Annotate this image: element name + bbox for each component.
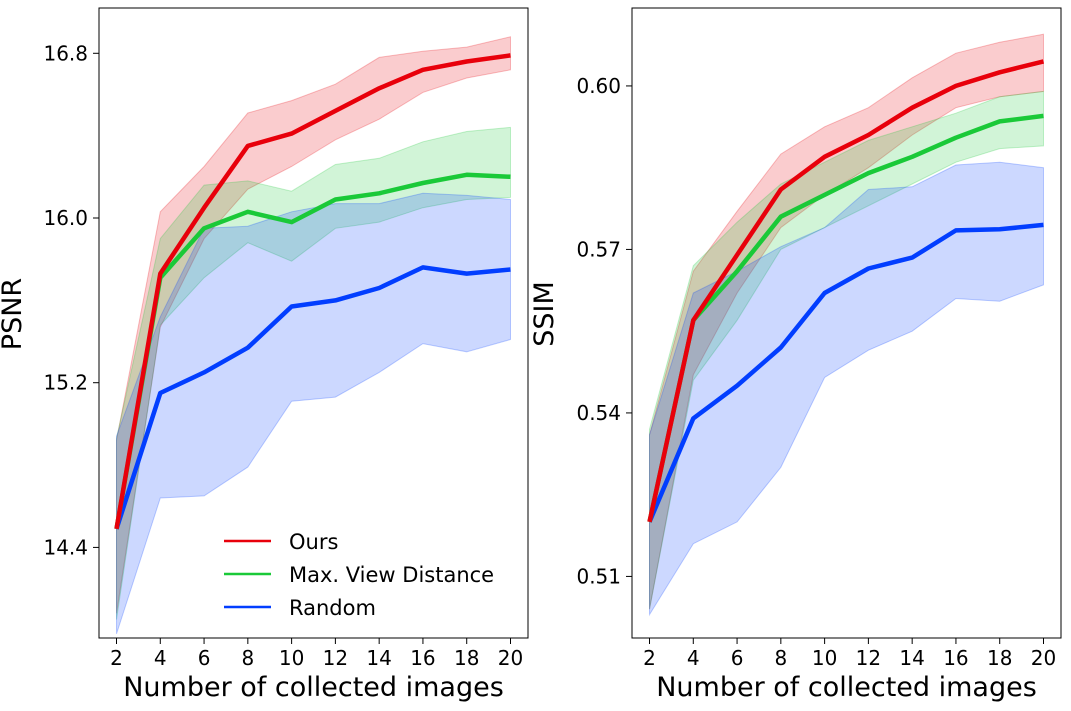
ssim-plot-frame — [631, 7, 1062, 639]
psnr-band-max-view-distance — [116, 126, 511, 620]
ssim-x-tick-label: 18 — [987, 646, 1012, 670]
psnr-y-axis-label: PSNR — [0, 278, 28, 350]
ssim-y-tick-label: 0.54 — [576, 401, 621, 425]
ssim-series-lines — [647, 59, 1045, 523]
psnr-series-lines — [114, 53, 511, 530]
psnr-ticks: 2 4 6 8 10 12 14 16 18 20 14.4 15.2 16.0 16.8 — [43, 41, 523, 670]
psnr-x-axis-label: Number of collected images — [123, 672, 504, 703]
ssim-x-tick-label: 2 — [643, 646, 656, 670]
psnr-line-random — [114, 265, 511, 530]
psnr-x-tick-label: 18 — [454, 646, 479, 670]
psnr-band-random — [116, 192, 511, 635]
psnr-x-tick-label: 20 — [498, 646, 523, 670]
ssim-y-tick-label: 0.57 — [576, 237, 621, 261]
ssim-x-tick-label: 10 — [812, 646, 837, 670]
ssim-line-max-view-distance — [647, 113, 1044, 523]
psnr-x-tick-label: 6 — [198, 646, 211, 670]
ssim-band-ours — [649, 33, 1044, 610]
ssim-y-tick-label: 0.60 — [576, 74, 621, 98]
ssim-y-axis-label: SSIM — [529, 281, 560, 347]
ssim-panel: 2 4 6 8 10 12 14 16 18 20 0.51 0.54 0.57 0.60 Number … — [529, 7, 1062, 703]
psnr-y-tick-label: 16.0 — [43, 206, 88, 230]
psnr-x-tick-label: 10 — [279, 646, 304, 670]
ssim-x-tick-label: 8 — [774, 646, 787, 670]
psnr-panel: 2 4 6 8 10 12 14 16 18 20 14.4 15.2 16.0 16.8 Number … — [0, 7, 529, 703]
ssim-confidence-bands — [649, 33, 1044, 617]
ssim-x-tick-label: 4 — [687, 646, 700, 670]
ssim-y-tick-label: 0.51 — [576, 564, 621, 588]
psnr-x-tick-label: 8 — [241, 646, 254, 670]
ssim-x-tick-label: 14 — [899, 646, 924, 670]
ssim-line-ours — [647, 59, 1045, 523]
ssim-x-tick-label: 6 — [731, 646, 744, 670]
legend-label-ours: Ours — [289, 530, 338, 554]
legend-label-max-view-distance: Max. View Distance — [289, 563, 494, 587]
psnr-x-tick-label: 4 — [154, 646, 167, 670]
psnr-line-ours — [114, 53, 511, 530]
psnr-y-tick-label: 14.4 — [43, 535, 88, 559]
ssim-x-tick-label: 16 — [943, 646, 968, 670]
ssim-line-random — [647, 222, 1044, 523]
psnr-x-tick-label: 2 — [110, 646, 123, 670]
ssim-x-axis-label: Number of collected images — [656, 672, 1037, 703]
psnr-y-tick-label: 15.2 — [43, 371, 88, 395]
ssim-x-tick-label: 20 — [1031, 646, 1056, 670]
psnr-x-tick-label: 12 — [323, 646, 348, 670]
ssim-ticks: 2 4 6 8 10 12 14 16 18 20 0.51 0.54 0.57 0.60 — [576, 74, 1056, 670]
ssim-band-random — [649, 161, 1044, 617]
psnr-y-tick-label: 16.8 — [43, 41, 88, 65]
psnr-x-tick-label: 14 — [366, 646, 391, 670]
ssim-x-tick-label: 12 — [856, 646, 881, 670]
legend: Ours Max. View Distance Random — [224, 530, 494, 620]
psnr-plot-frame — [98, 7, 529, 639]
legend-label-random: Random — [289, 596, 376, 620]
psnr-line-max-view-distance — [114, 172, 511, 530]
psnr-x-tick-label: 16 — [410, 646, 435, 670]
